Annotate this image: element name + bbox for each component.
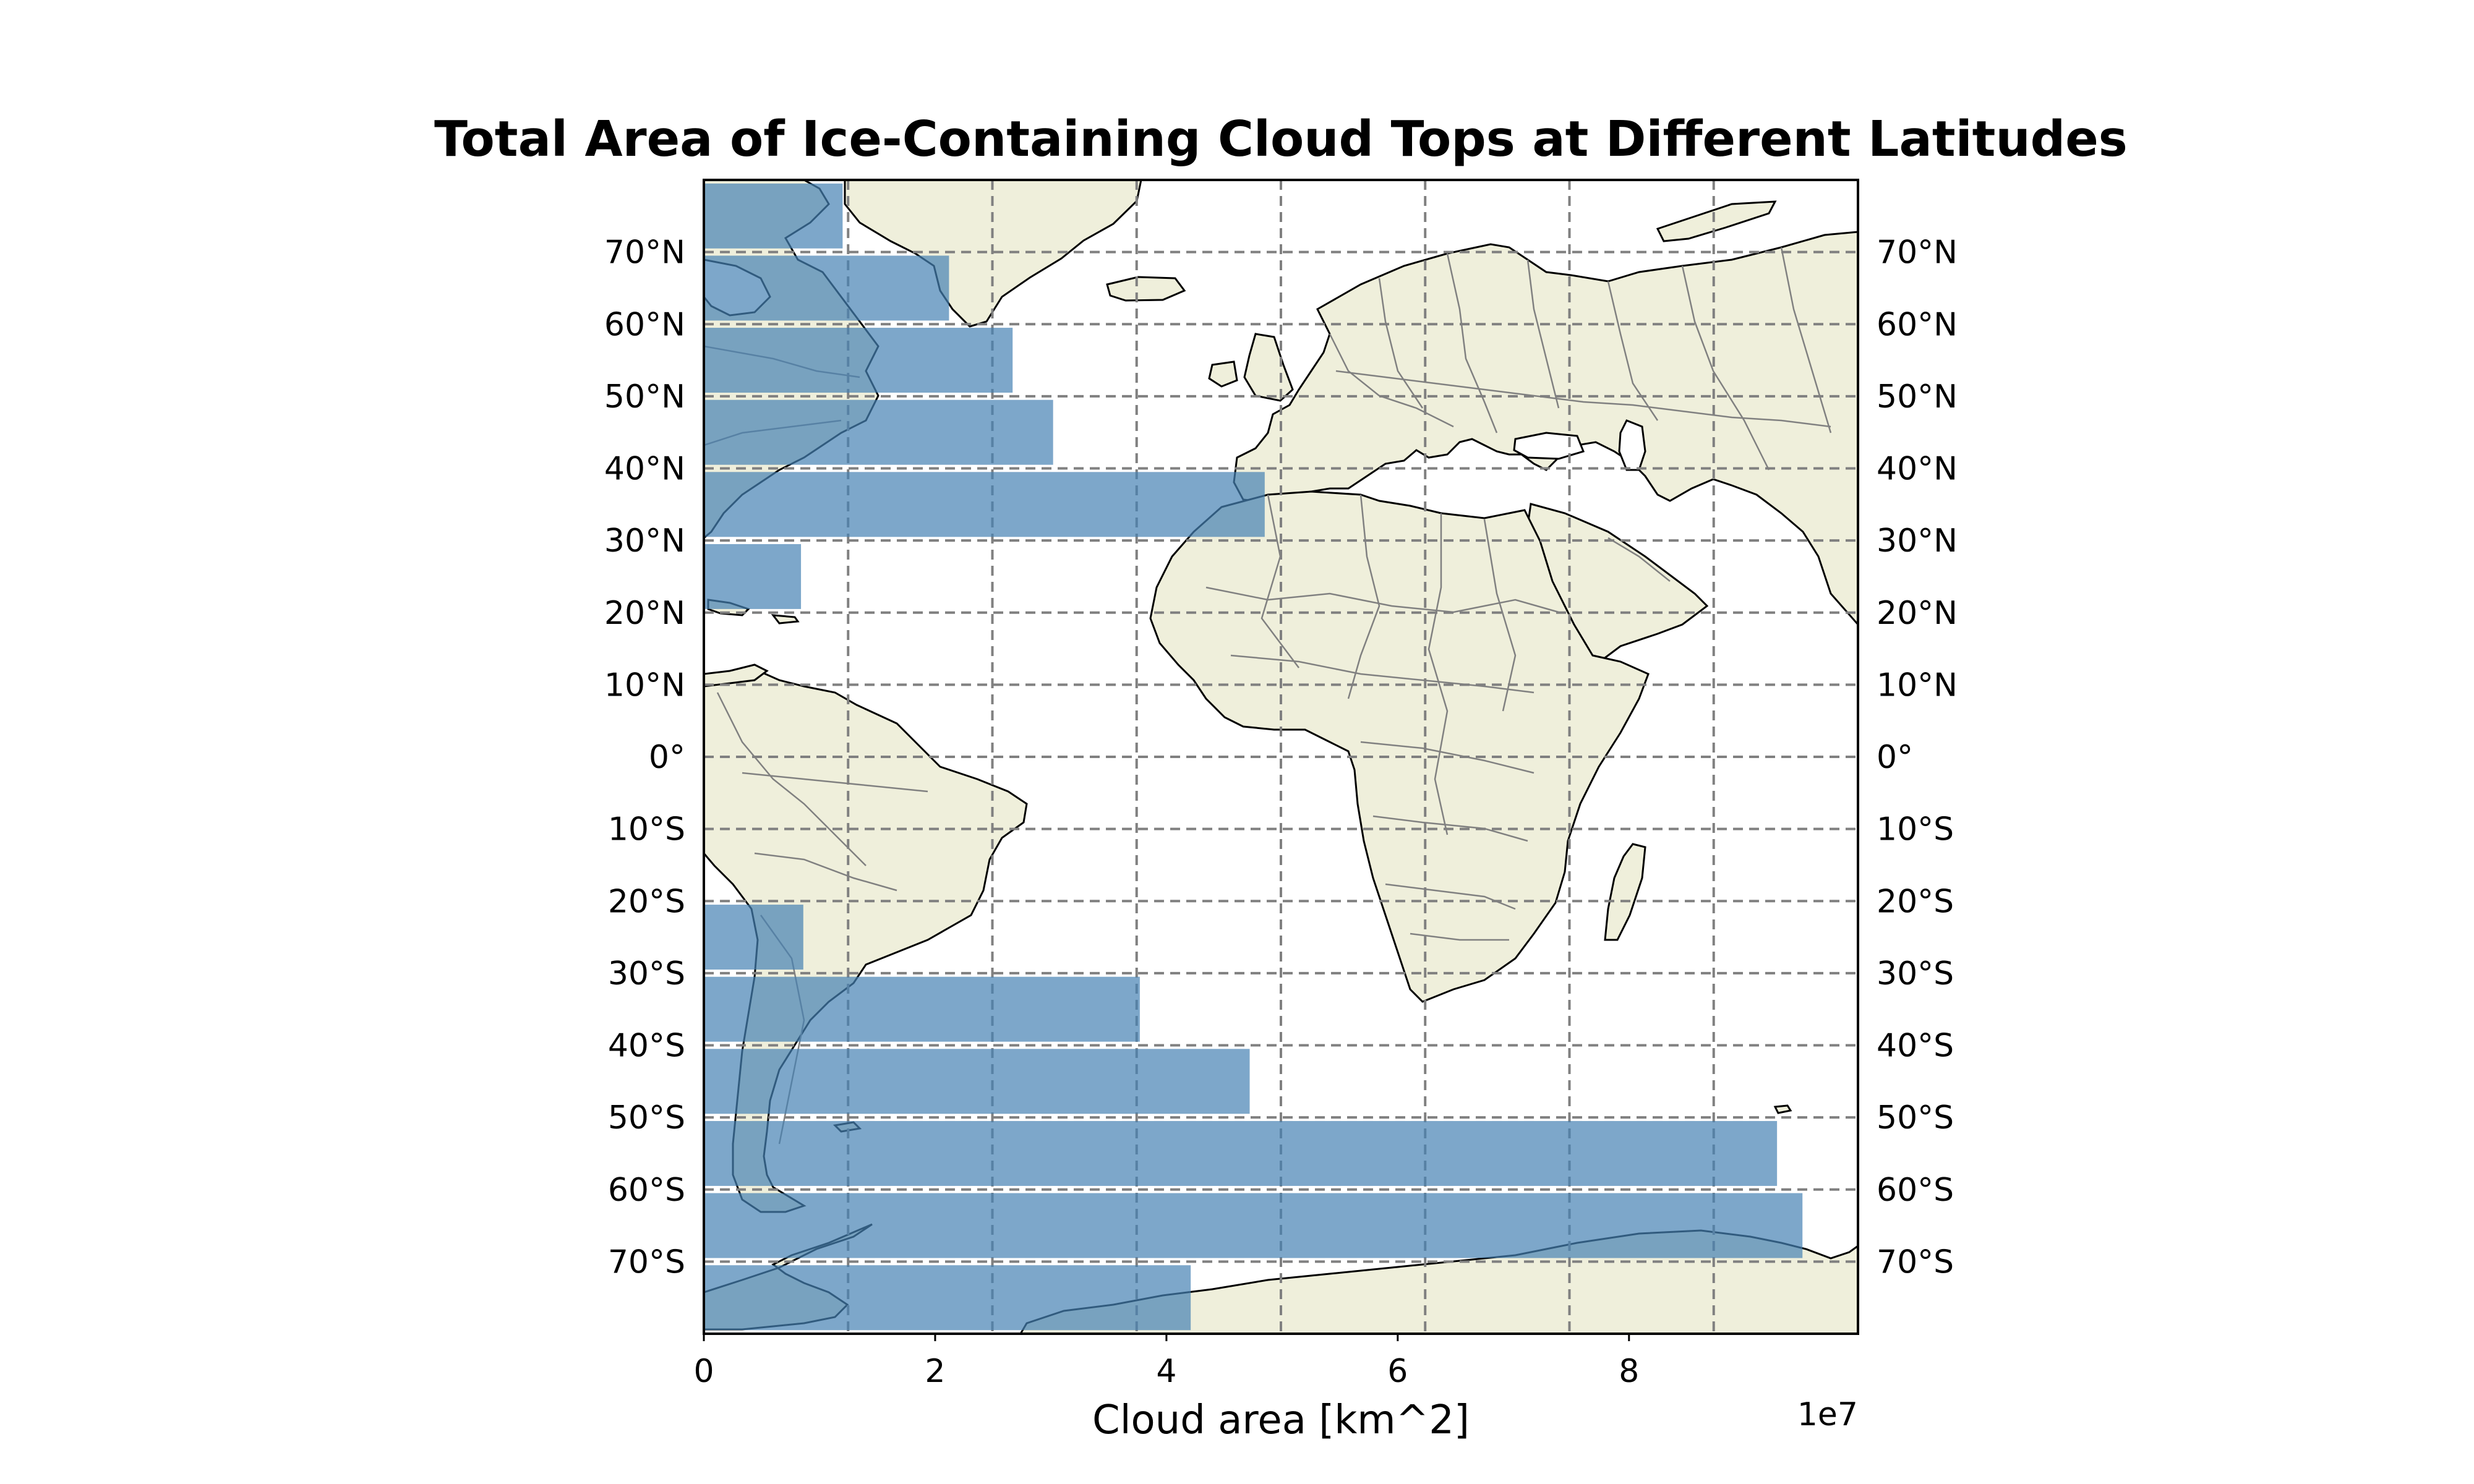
iceland-land bbox=[1106, 276, 1186, 302]
lat-tick-label-left: 10°S bbox=[608, 811, 685, 848]
x-tick-label: 6 bbox=[1387, 1353, 1408, 1390]
lat-labels-right: 70°N 60°N 50°N 40°N 30°N 20°N 10°N 0° 10°S 20°S 30… bbox=[1877, 234, 1958, 1281]
lat-tick-label-right: 60°N bbox=[1877, 306, 1958, 343]
lat-tick-label-right: 30°N bbox=[1877, 522, 1958, 560]
bar bbox=[704, 1193, 1803, 1258]
lat-tick-label-left: 30°S bbox=[608, 955, 685, 992]
bar bbox=[704, 328, 1013, 393]
lat-tick-label-left: 20°S bbox=[608, 883, 685, 920]
island-land bbox=[1773, 1104, 1792, 1114]
bar bbox=[704, 1120, 1778, 1186]
madagascar-land bbox=[1604, 843, 1646, 941]
bar bbox=[704, 976, 1140, 1042]
lat-tick-label-right: 40°S bbox=[1877, 1028, 1954, 1065]
bar bbox=[704, 255, 949, 321]
bars bbox=[704, 183, 1803, 1331]
lat-tick-label-left: 70°S bbox=[608, 1243, 685, 1281]
british-isles-land bbox=[1243, 333, 1294, 402]
lat-tick-label-right: 50°N bbox=[1877, 378, 1958, 416]
bar bbox=[704, 399, 1053, 465]
lat-tick-label-left: 40°S bbox=[608, 1028, 685, 1065]
lat-tick-label-left: 70°N bbox=[604, 234, 685, 271]
bar bbox=[704, 183, 843, 249]
x-axis-ticks: 0 2 4 6 8 bbox=[693, 1334, 1639, 1390]
lat-tick-label-right: 70°N bbox=[1877, 234, 1958, 271]
lat-tick-label-left: 0° bbox=[649, 739, 685, 776]
lat-tick-label-left: 60°N bbox=[604, 306, 685, 343]
bar bbox=[704, 1049, 1250, 1114]
lat-tick-label-left: 10°N bbox=[604, 667, 685, 704]
lat-tick-label-left: 20°N bbox=[604, 595, 685, 632]
x-tick-label: 2 bbox=[925, 1353, 945, 1390]
x-tick-label: 4 bbox=[1156, 1353, 1176, 1390]
lat-tick-label-right: 50°S bbox=[1877, 1099, 1954, 1136]
x-tick-label: 8 bbox=[1619, 1353, 1639, 1390]
lat-tick-label-right: 20°S bbox=[1877, 883, 1954, 920]
lat-tick-label-right: 70°S bbox=[1877, 1243, 1954, 1281]
ireland-land bbox=[1208, 360, 1238, 388]
bar bbox=[704, 905, 803, 970]
lat-tick-label-right: 10°S bbox=[1877, 811, 1954, 848]
x-tick-label: 0 bbox=[693, 1353, 714, 1390]
svalbard-land bbox=[1656, 200, 1777, 242]
chart-title: Total Area of Ice-Containing Cloud Tops … bbox=[434, 111, 2128, 168]
lat-tick-label-left: 50°S bbox=[608, 1099, 685, 1136]
x-axis-label: Cloud area [km^2] bbox=[1092, 1397, 1470, 1443]
lat-tick-label-left: 30°N bbox=[604, 522, 685, 560]
plot-frame bbox=[703, 179, 1859, 1335]
lat-tick-label-left: 50°N bbox=[604, 378, 685, 416]
lat-tick-label-left: 40°N bbox=[604, 451, 685, 488]
caribbean-land-2 bbox=[771, 614, 800, 625]
lat-tick-label-right: 30°S bbox=[1877, 955, 1954, 992]
plot-area bbox=[704, 180, 1858, 1334]
bar bbox=[704, 544, 802, 609]
x-axis-scale-label: 1e7 bbox=[1797, 1396, 1858, 1433]
bar bbox=[704, 1265, 1191, 1331]
lat-tick-label-right: 60°S bbox=[1877, 1172, 1954, 1209]
lat-labels-left: 70°N 60°N 50°N 40°N 30°N 20°N 10°N 0° 10°S 20°S 30… bbox=[604, 234, 685, 1281]
lat-tick-label-right: 10°N bbox=[1877, 667, 1958, 704]
lat-tick-label-right: 0° bbox=[1877, 739, 1913, 776]
map-background bbox=[704, 180, 1858, 1334]
lat-tick-label-right: 20°N bbox=[1877, 595, 1958, 632]
bar bbox=[704, 472, 1265, 537]
lat-tick-label-right: 40°N bbox=[1877, 451, 1958, 488]
lat-tick-label-left: 60°S bbox=[608, 1172, 685, 1209]
